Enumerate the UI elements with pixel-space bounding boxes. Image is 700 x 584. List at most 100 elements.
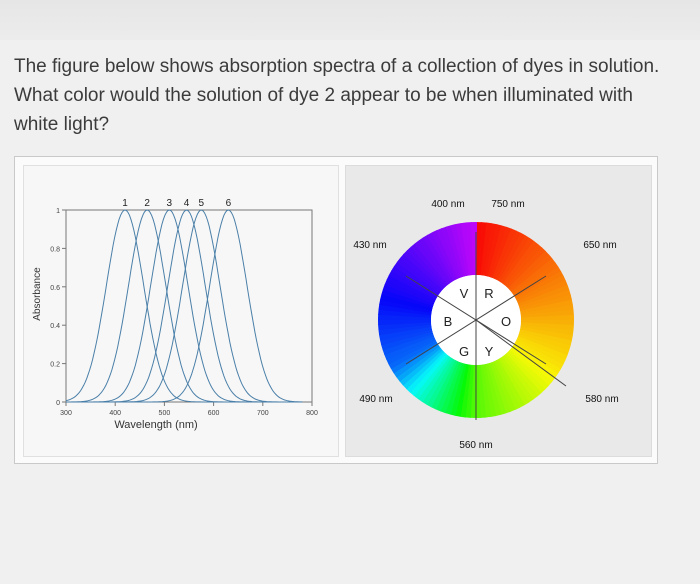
letter-red: R <box>484 286 493 301</box>
color-wheel-segment <box>386 274 437 302</box>
color-wheel-segment <box>460 222 472 276</box>
color-wheel-segment <box>427 232 456 282</box>
color-wheel-segment <box>384 279 436 304</box>
color-wheel-segment <box>440 226 463 278</box>
color-wheel-segment <box>393 261 440 296</box>
color-wheel-segment <box>514 271 564 300</box>
color-wheel-segment <box>484 363 502 417</box>
color-wheel-segment <box>514 340 564 370</box>
color-wheel-segment <box>382 333 434 356</box>
color-wheel-segment <box>500 356 534 403</box>
color-wheel-segment <box>498 357 530 406</box>
color-wheel-segment <box>435 360 460 412</box>
color-wheel-segment <box>487 362 507 415</box>
label-580nm: 580 nm <box>585 394 618 405</box>
color-wheel-segment <box>505 351 546 394</box>
color-wheel-segment <box>519 294 573 312</box>
color-wheel-segment <box>379 326 432 341</box>
y-tick-label: 0.8 <box>50 246 60 253</box>
question-line-3: white light? <box>14 114 110 135</box>
color-wheel-segment <box>520 304 574 316</box>
color-wheel-segment <box>502 354 538 400</box>
color-wheel-segment <box>512 344 559 379</box>
color-wheel-segment <box>426 358 456 408</box>
top-bar <box>0 0 700 40</box>
color-wheel-segment <box>510 346 556 383</box>
color-wheel-segment <box>509 348 553 387</box>
color-wheel-segment <box>430 359 458 410</box>
absorption-chart-panel: 300 400 500 600 700 800 0 0.2 0.4 0.6 0.8 1 1 2 3 4 5 6 W… <box>23 165 339 457</box>
color-wheel-segment <box>388 270 438 300</box>
color-wheel-segment <box>380 293 433 311</box>
label-560nm: 560 nm <box>459 440 492 451</box>
y-tick-label: 0.4 <box>50 323 60 330</box>
color-wheel-segment <box>474 364 482 418</box>
color-wheel-segment <box>507 350 549 391</box>
color-wheel-segment <box>482 364 497 417</box>
label-430nm: 430 nm <box>353 240 386 251</box>
color-wheel-segment <box>496 358 525 408</box>
x-tick-label: 700 <box>257 410 269 417</box>
color-wheel-segment <box>378 324 432 336</box>
color-wheel-segment <box>409 353 448 397</box>
question-text: The figure below shows absorption spectr… <box>14 52 694 139</box>
letter-green: G <box>459 344 469 359</box>
color-wheel-segment <box>496 232 526 282</box>
color-wheel-segment <box>509 254 553 293</box>
color-wheel-segment <box>492 228 517 280</box>
absorption-curve-2 <box>66 209 303 403</box>
color-wheel-segment <box>506 247 547 289</box>
color-wheel-segment <box>382 283 435 307</box>
color-wheel-segment <box>519 329 572 347</box>
y-axis-title: Absorbance <box>32 267 43 321</box>
letter-violet: V <box>460 286 469 301</box>
color-wheel-segment <box>381 331 434 351</box>
color-wheel-segment <box>399 347 443 386</box>
absorption-chart: 300 400 500 600 700 800 0 0.2 0.4 0.6 0.8 1 1 2 3 4 5 6 W… <box>32 198 318 431</box>
x-tick-label: 400 <box>109 410 121 417</box>
curve-label-6: 6 <box>226 198 232 209</box>
color-wheel-segment <box>515 338 566 366</box>
color-wheel-segment <box>498 235 531 283</box>
y-tick-label: 0 <box>56 400 60 407</box>
color-wheel-segment <box>518 284 570 307</box>
color-wheel-segment <box>513 266 562 298</box>
color-wheel-panel: 400 nm 750 nm 430 nm 650 nm 490 nm 580 n… <box>345 165 652 457</box>
color-wheel-segment <box>406 246 447 289</box>
color-wheel-segment <box>517 333 570 357</box>
curve-label-4: 4 <box>184 198 190 209</box>
color-wheel-segment <box>393 344 440 378</box>
color-wheel-segment <box>520 314 574 322</box>
color-wheel-segment <box>450 223 468 277</box>
curve-label-5: 5 <box>199 198 205 209</box>
color-wheel-segment <box>491 361 516 412</box>
color-wheel-segment <box>503 353 542 397</box>
y-tick-label: 0.2 <box>50 362 60 369</box>
color-wheel-segment <box>520 299 573 314</box>
color-wheel-segment <box>418 237 452 284</box>
x-axis-title: Wavelength (nm) <box>114 419 197 431</box>
color-wheel-segment <box>485 224 503 277</box>
color-wheel: 400 nm 750 nm 430 nm 650 nm 490 nm 580 n… <box>353 199 618 451</box>
color-wheel-segment <box>489 226 513 279</box>
color-wheel-segment <box>396 257 442 294</box>
color-wheel-segment <box>500 237 535 284</box>
curve-label-1: 1 <box>122 198 128 209</box>
x-tick-label: 500 <box>159 410 171 417</box>
y-tick-label: 1 <box>56 208 60 215</box>
color-wheel-segment <box>502 240 539 286</box>
color-wheel-segment <box>470 222 478 276</box>
letter-blue: B <box>444 314 453 329</box>
figure-panel: 300 400 500 600 700 800 0 0.2 0.4 0.6 0.8 1 1 2 3 4 5 6 W… <box>14 156 658 464</box>
color-wheel-segment <box>390 342 439 374</box>
curve-label-3: 3 <box>167 198 173 209</box>
plot-frame <box>65 209 313 403</box>
color-wheel-segment <box>517 280 568 305</box>
color-wheel-segment <box>417 356 452 403</box>
color-wheel-segment <box>405 351 446 393</box>
color-wheel-segment <box>516 275 566 303</box>
color-wheel-segment <box>510 258 556 294</box>
color-wheel-segment <box>494 230 522 281</box>
label-400nm: 400 nm <box>431 199 464 210</box>
color-wheel-segment <box>413 354 450 400</box>
